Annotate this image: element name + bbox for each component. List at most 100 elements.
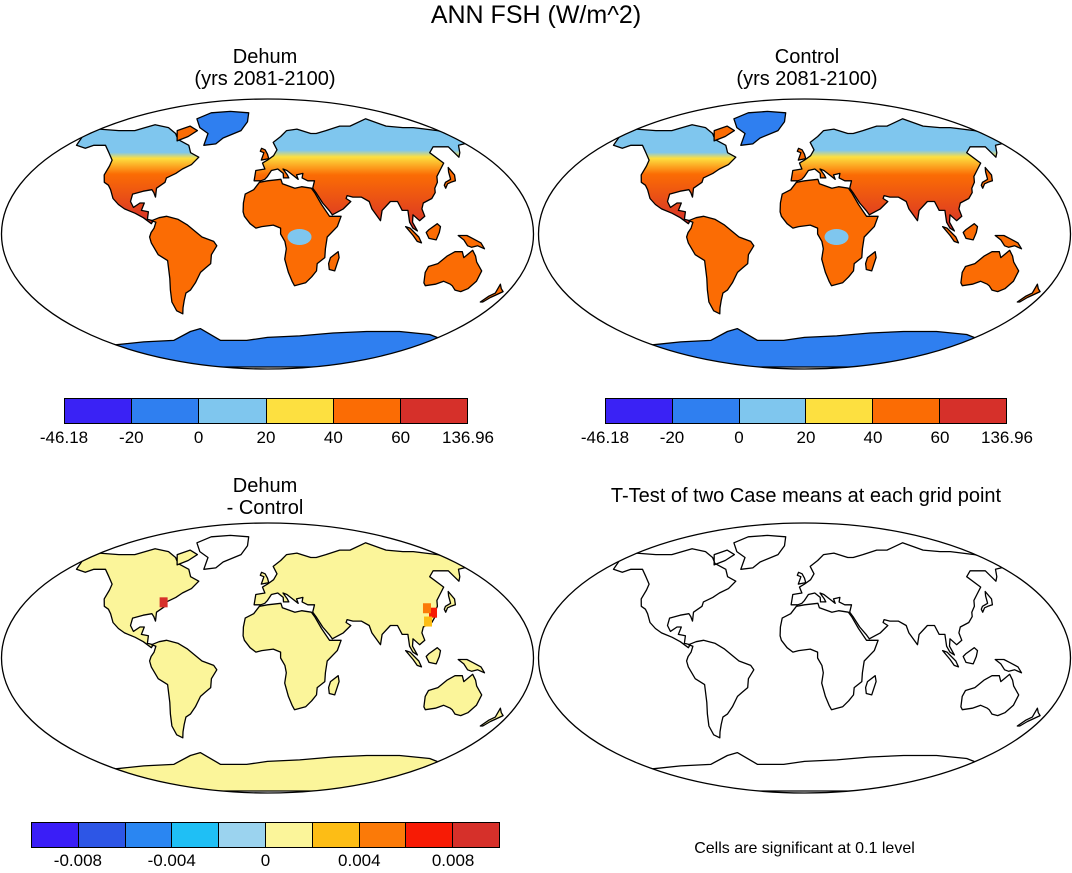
map-border [0,98,535,370]
landmass-britain [796,147,807,161]
colorbar-swatch [125,823,173,847]
landmass-greenland [196,110,250,146]
colorbar-tick-label: 60 [930,428,950,447]
landmass-antarctica [612,751,997,792]
colorbar-swatch [32,823,79,847]
panel-title-dehum-line2: (yrs 2081-2100) [194,68,336,90]
congo-basin-region [287,228,312,245]
landmass-japan [443,590,457,613]
landmass-eurasia [790,118,1008,232]
landmass-japan [980,166,994,189]
landmass-newGuinea [994,234,1023,250]
colorbar-tick-label: -20 [659,428,685,447]
map-border [537,98,1072,370]
colorbar-swatch [312,823,360,847]
panel-title-control-line2: (yrs 2081-2100) [736,68,878,90]
landmass-borneo [962,223,979,241]
landmass-newGuinea [994,658,1023,674]
landmass-antarctica [612,327,997,368]
landmass-northAmerica [75,124,200,225]
colorbar-swatch [672,399,740,423]
landmass-northAmerica [612,124,737,225]
colorbar-swatch [266,399,334,423]
panel-title-diff-line2: - Control [226,497,304,519]
colorbar-swatch [400,399,468,423]
colorbar-tick-label: 0 [734,428,744,447]
panel-title-ttest: T-Test of two Case means at each grid po… [610,485,1002,507]
landmass-australia [423,673,483,717]
landmass-baffin [176,549,199,566]
difference-hotspot [424,616,433,627]
colorbar-tick-label: 40 [323,428,343,447]
colorbar-swatch [199,399,267,423]
colorbar-control-ticks: -46.18 -20 0 20 40 60 136.96 [581,428,1033,450]
landmass-newZealand [1016,283,1041,303]
landmass-britain [796,571,807,585]
colorbar-tick-label: -0.004 [147,851,196,870]
landmass-newZealand [1016,707,1041,727]
colorbar-difference-ticks: -0.008 -0.004 0 0.004 0.008 [31,851,500,873]
map-dehum [0,98,535,370]
landmass-eurasia [253,542,471,656]
landmass-sumatra [941,225,960,244]
colorbar-swatch [359,823,407,847]
landmass-australia [423,249,483,293]
colorbar-swatch [739,399,807,423]
landmass-newZealand [479,707,504,727]
landmass-eurasia [253,118,471,232]
colorbar-tick-label: 60 [391,428,411,447]
landmass-southAmerica [148,639,218,739]
landmass-madagascar [327,675,340,696]
landmass-antarctica [75,751,460,792]
landmass-greenland [196,534,250,570]
landmass-borneo [425,647,442,665]
landmass-borneo [425,223,442,241]
map-border [537,522,1072,794]
landmass-greenland [733,534,787,570]
panel-title-diff-line1: Dehum [232,475,298,497]
colorbar-swatch [219,823,266,847]
difference-hotspot [159,597,168,608]
landmass-borneo [962,647,979,665]
colorbar-swatch [453,823,499,847]
landmass-baffin [713,125,736,142]
colorbar-control [605,398,1007,424]
landmass-australia [960,673,1020,717]
panel-title-dehum-line1: Dehum [232,46,298,68]
colorbar-swatch [65,399,133,423]
colorbar-tick-label: -46.18 [580,428,630,447]
landmass-australia [960,249,1020,293]
colorbar-tick-label: 0.008 [431,851,475,870]
colorbar-tick-label: 0.004 [338,851,381,870]
figure-title: ANN FSH (W/m^2) [430,1,642,29]
colorbar-tick-label: 136.96 [981,428,1033,447]
colorbar-tick-label: 20 [796,428,816,447]
colorbar-swatch [873,399,941,423]
map-control [537,98,1072,370]
colorbar-swatch [333,399,401,423]
panel-title-control: Control (yrs 2081-2100) [577,46,1037,90]
landmass-greenland [733,110,787,146]
panel-title-control-line1: Control [774,46,840,68]
landmass-newGuinea [457,658,486,674]
colorbar-tick-label: -46.18 [39,428,89,447]
landmass-newGuinea [457,234,486,250]
congo-basin-region [824,228,849,245]
landmass-madagascar [864,251,877,272]
map-ttest [537,522,1072,794]
landmass-northAmerica [612,548,737,649]
landmass-northAmerica [75,548,200,649]
colorbar-tick-label: 136.96 [442,428,494,447]
colorbar-swatch [806,399,874,423]
landmass-sumatra [404,649,423,668]
colorbar-dehum [64,398,468,424]
landmass-southAmerica [685,215,755,315]
landmass-eurasia [790,542,1008,656]
landmass-baffin [713,549,736,566]
landmass-madagascar [864,675,877,696]
landmass-madagascar [327,251,340,272]
colorbar-swatch [172,823,220,847]
colorbar-difference [31,822,500,848]
significance-note: Cells are significant at 0.1 level [694,840,915,857]
panel-title-dehum: Dehum (yrs 2081-2100) [35,46,495,90]
